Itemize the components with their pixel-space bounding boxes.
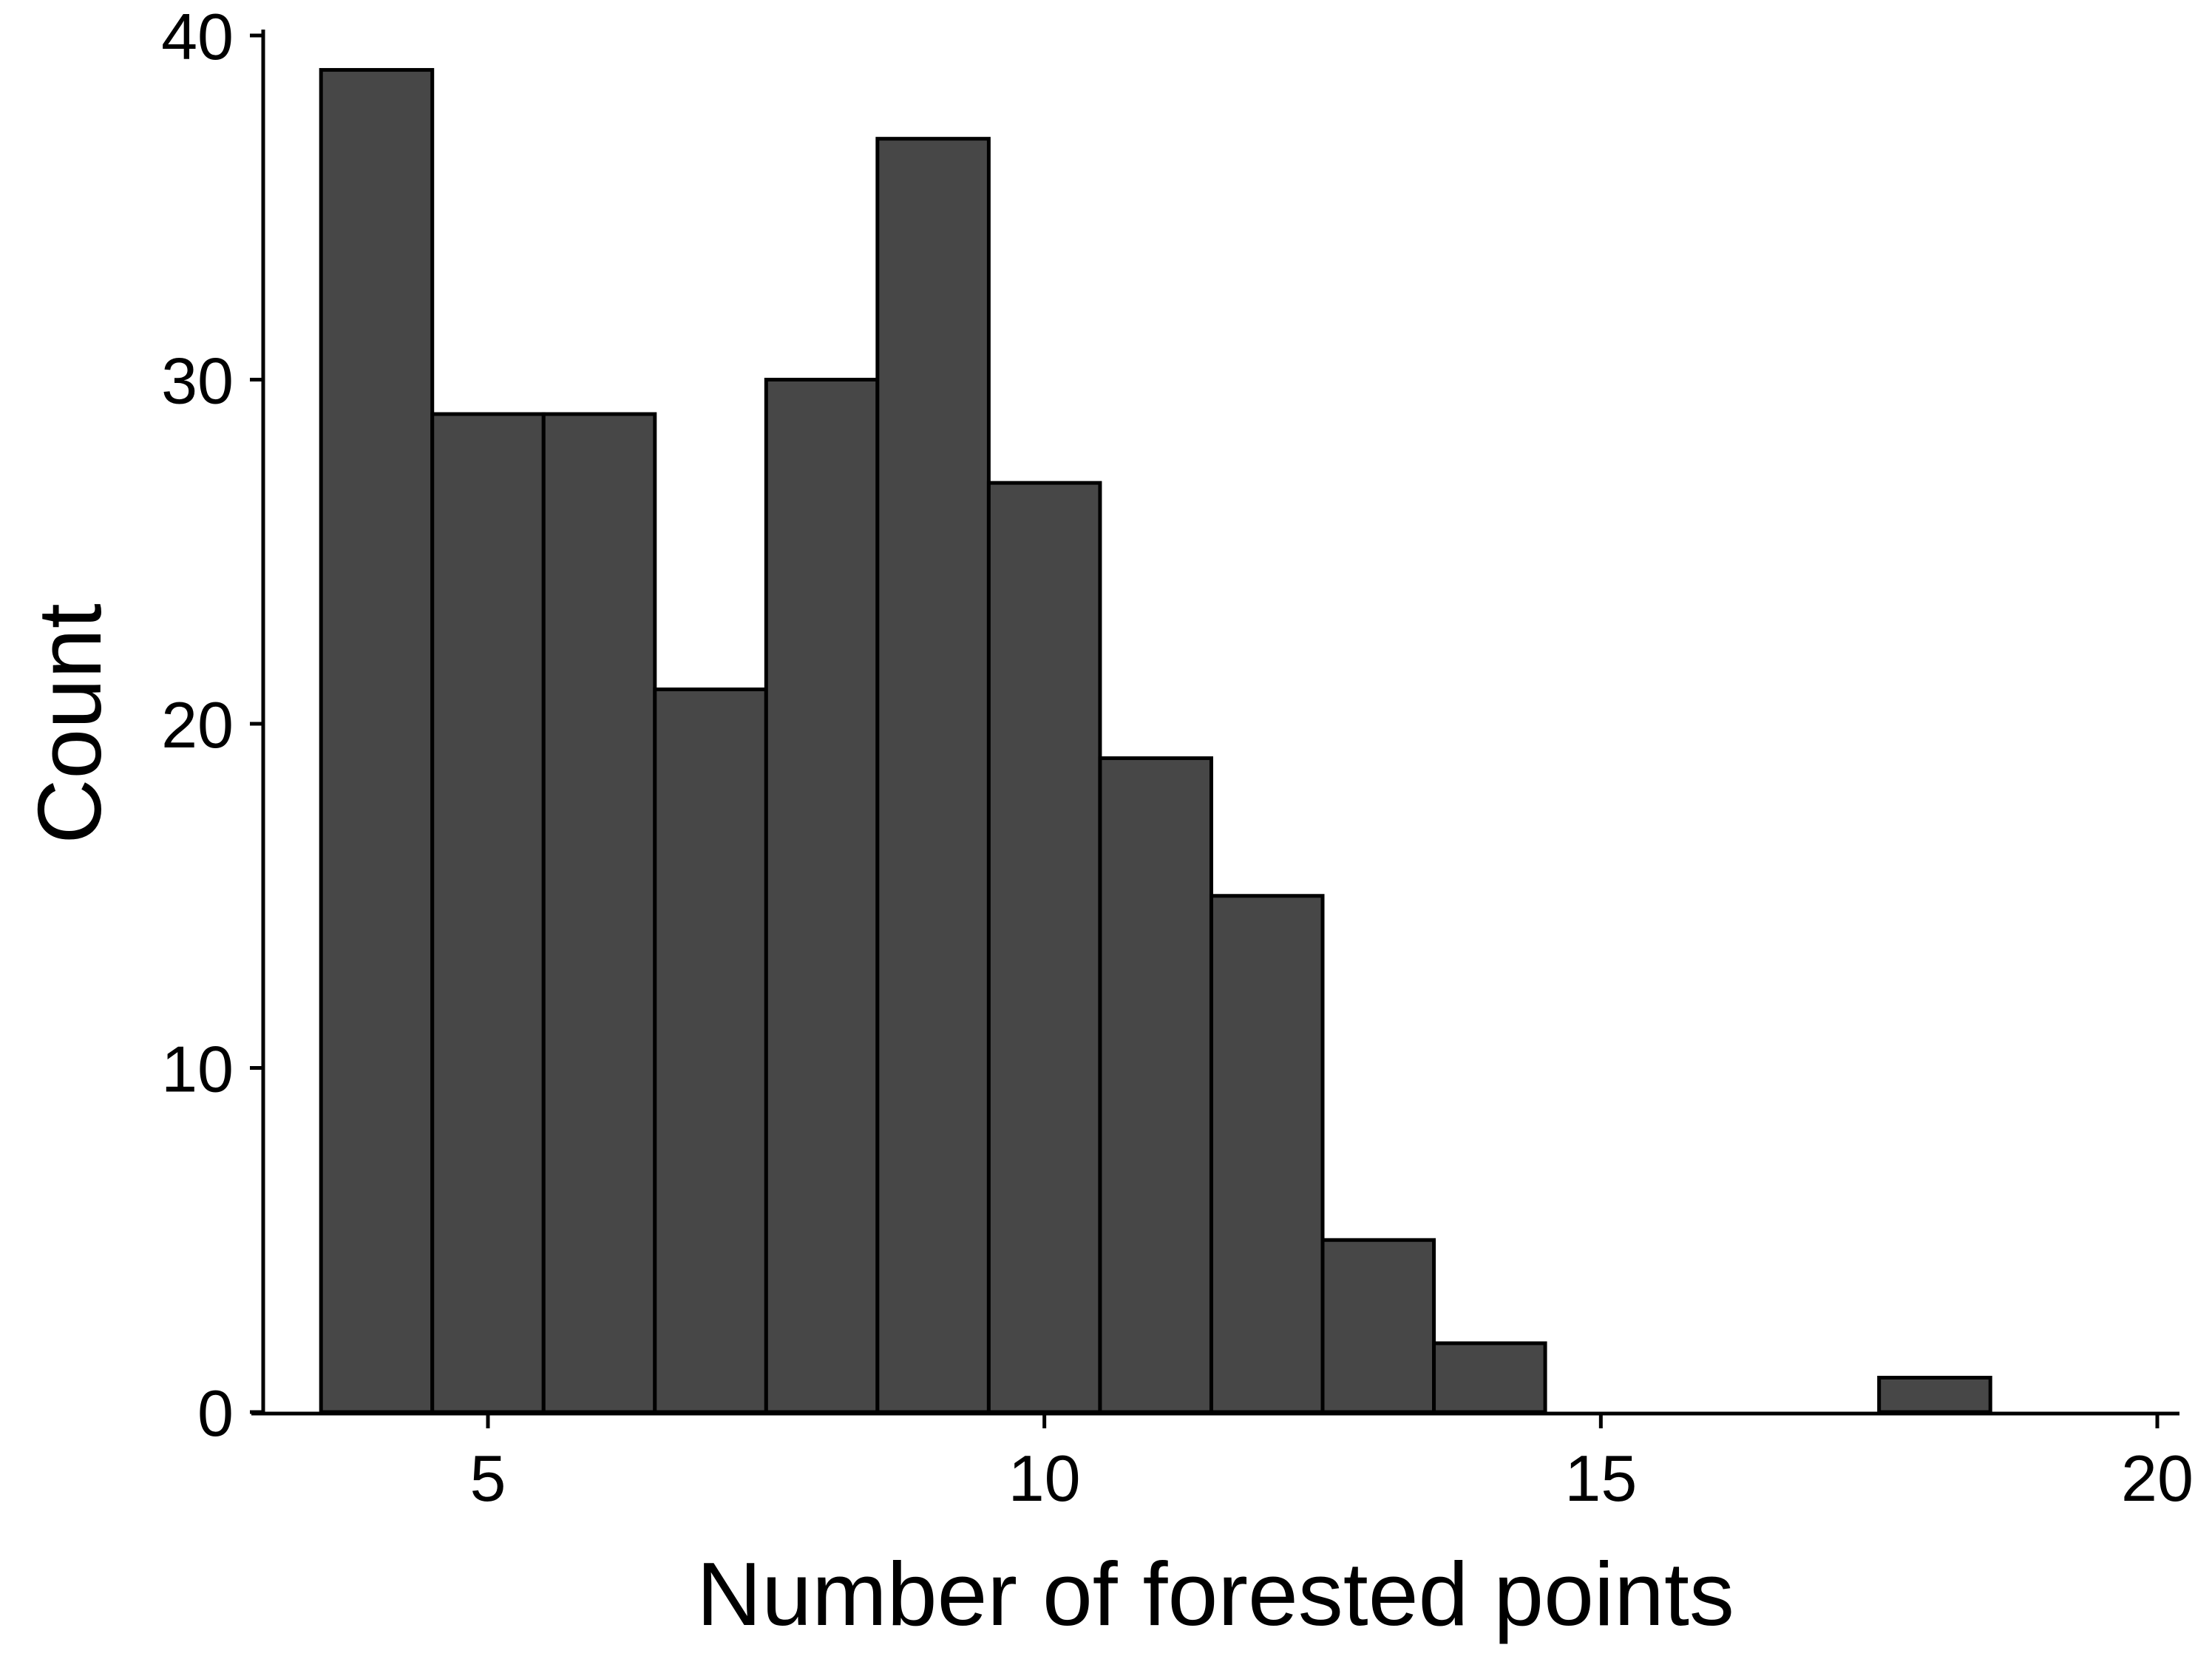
x-tick-label: 5 (470, 1442, 506, 1515)
histogram-bar (319, 68, 435, 1414)
x-tick-label: 20 (2121, 1442, 2194, 1515)
histogram-bar (653, 687, 768, 1414)
histogram-bar (875, 137, 991, 1414)
bars-group (319, 68, 1992, 1414)
y-tick-label: 20 (161, 688, 234, 761)
x-axis-title: Number of forested points (696, 1544, 1734, 1644)
x-tick-label: 15 (1564, 1442, 1637, 1515)
x-ticks-group: 5 10 15 20 (470, 1414, 2194, 1515)
y-tick-label: 10 (161, 1033, 234, 1106)
x-tick-label: 10 (1008, 1442, 1081, 1515)
histogram-bar (1877, 1375, 1992, 1414)
histogram-bar (764, 378, 880, 1414)
histogram-bar (541, 412, 657, 1414)
y-tick-label: 30 (161, 345, 234, 418)
histogram-bar (1098, 756, 1213, 1414)
histogram-bar (986, 481, 1102, 1414)
histogram-bar (1320, 1238, 1436, 1414)
y-axis-title: Count (19, 603, 120, 844)
histogram-bar (1432, 1341, 1547, 1414)
histogram-bar (430, 412, 546, 1414)
y-ticks-group: 0 10 20 30 40 (161, 0, 263, 1450)
y-tick-label: 0 (197, 1377, 234, 1450)
histogram-bar (1209, 894, 1325, 1414)
y-tick-label: 40 (161, 0, 234, 73)
